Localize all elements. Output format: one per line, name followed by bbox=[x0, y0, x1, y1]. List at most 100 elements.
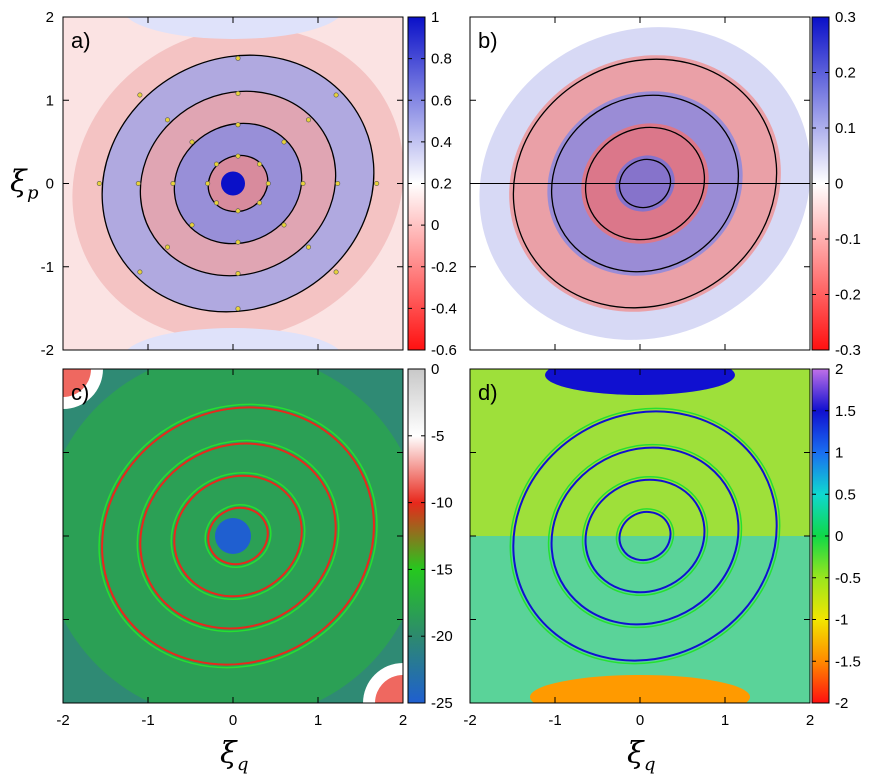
y-tick-label: 1 bbox=[46, 92, 54, 109]
panel-b: b) 0.3 0.2 0.1 0 -0.1 -0.2 -0.3 bbox=[469, 9, 861, 359]
zero-marker bbox=[165, 117, 171, 123]
zero-marker bbox=[235, 239, 241, 245]
zero-marker bbox=[214, 200, 220, 206]
x-axis-label: ξ bbox=[220, 736, 238, 771]
zero-ring-halo bbox=[509, 407, 781, 665]
central-peak bbox=[215, 518, 251, 554]
x-axis-label: ξ bbox=[627, 736, 645, 771]
zero-marker bbox=[189, 139, 195, 145]
x-axis-label-sub: q bbox=[644, 754, 656, 775]
zero-marker bbox=[170, 181, 176, 187]
zero-marker bbox=[235, 153, 241, 159]
colorbar-tick-label: -20 bbox=[431, 628, 453, 645]
plot-area-a bbox=[63, 17, 403, 350]
central-peak bbox=[221, 171, 245, 196]
x-tick-label: -2 bbox=[463, 712, 476, 729]
contour-line bbox=[139, 90, 337, 277]
colorbar-tick-label: 1 bbox=[431, 9, 439, 26]
zero-marker bbox=[281, 222, 287, 228]
zero-marker bbox=[189, 222, 195, 228]
colorbar-tick-label: 2 bbox=[835, 361, 843, 378]
corner-lobe bbox=[63, 369, 91, 397]
x-tick-label: 0 bbox=[229, 712, 237, 729]
zero-ring-halo bbox=[136, 439, 340, 633]
zero-marker bbox=[165, 244, 171, 250]
zero-marker bbox=[96, 181, 102, 187]
colorbar-tick-label: -0.6 bbox=[431, 342, 457, 359]
zero-ring bbox=[618, 510, 672, 562]
zero-marker bbox=[374, 181, 380, 187]
zero-ring bbox=[207, 506, 269, 566]
panel-label: d) bbox=[478, 380, 498, 405]
zero-ring bbox=[173, 474, 303, 598]
contour-line bbox=[550, 94, 740, 273]
colorbar-tick-label: -25 bbox=[431, 695, 453, 712]
edge-lobe bbox=[126, 328, 340, 350]
zero-marker bbox=[214, 161, 220, 167]
zero-marker bbox=[281, 139, 287, 145]
colorbar-tick-label: 0 bbox=[431, 361, 439, 378]
y-tick-label: 0 bbox=[46, 176, 54, 193]
contour-line bbox=[207, 154, 269, 213]
colorbar-tick-label: 0.3 bbox=[835, 9, 856, 26]
panel-a: -2 -1 0 1 2 a) ξ p 1 0.8 0.6 0.4 0.2 0 -0.2 -0.4 -0.6 bbox=[10, 9, 457, 359]
panel-c: -2 -1 0 1 2c)ξ q0-5-10-15-20-25 bbox=[56, 361, 453, 775]
x-tick-label: 2 bbox=[399, 712, 407, 729]
colorbar-tick-label: 0.6 bbox=[431, 92, 452, 109]
y-axis-label-sub: p bbox=[27, 183, 39, 204]
zero-ring-halo bbox=[615, 508, 675, 564]
contour-line bbox=[512, 58, 778, 309]
zero-marker bbox=[137, 269, 143, 275]
colorbar-tick-label: 0.2 bbox=[431, 176, 452, 193]
colorbar-tick-label: 1 bbox=[835, 445, 843, 462]
plot-area-b bbox=[470, 17, 810, 350]
zero-marker bbox=[135, 181, 141, 187]
edge-lobe bbox=[530, 675, 750, 703]
zero-ring bbox=[101, 406, 375, 666]
colorbar-c bbox=[407, 368, 426, 704]
panel-label: c) bbox=[71, 380, 89, 405]
zero-ring-halo bbox=[581, 475, 709, 597]
colorbar-tick-label: -0.4 bbox=[431, 300, 457, 317]
x-tick-label: -2 bbox=[56, 712, 69, 729]
zero-marker bbox=[335, 181, 341, 187]
zero-ring bbox=[584, 478, 706, 594]
colorbar-tick-label: -0.2 bbox=[431, 259, 457, 276]
colorbar-tick-label: -15 bbox=[431, 561, 453, 578]
y-tick-label: -1 bbox=[41, 259, 54, 276]
zero-marker bbox=[300, 181, 306, 187]
plot-area-d bbox=[470, 369, 810, 703]
colorbar-tick-label: 0.8 bbox=[431, 51, 452, 68]
panel-d: -2 -1 0 1 2 d) ξ q 2 1.5 1 0.5 0 -0.5 -1 -1.5 -2 bbox=[463, 361, 861, 775]
zero-marker bbox=[256, 200, 262, 206]
zero-marker bbox=[235, 91, 241, 97]
zero-ring-halo bbox=[170, 471, 306, 601]
zero-ring-halo bbox=[204, 504, 272, 568]
zero-marker bbox=[333, 269, 339, 275]
zero-ring bbox=[550, 446, 740, 626]
zero-marker bbox=[137, 92, 143, 98]
zero-ring bbox=[512, 410, 778, 662]
zero-ring-halo bbox=[547, 443, 743, 629]
edge-lobe bbox=[126, 17, 340, 39]
plot-area-c bbox=[63, 369, 403, 703]
contour-line bbox=[173, 122, 303, 245]
y-tick-label: -2 bbox=[41, 342, 54, 359]
colorbar-tick-label: -10 bbox=[431, 495, 453, 512]
zero-marker bbox=[235, 55, 241, 61]
panel-label: a) bbox=[71, 28, 91, 53]
x-tick-label: -1 bbox=[141, 712, 154, 729]
y-axis-label: ξ bbox=[10, 165, 28, 200]
zero-marker bbox=[235, 122, 241, 128]
zero-marker bbox=[205, 181, 211, 187]
colorbar-tick-label: -0.2 bbox=[835, 287, 861, 304]
colorbar-tick-label: -2 bbox=[835, 695, 848, 712]
panel-label: b) bbox=[478, 28, 498, 53]
x-tick-label: 1 bbox=[314, 712, 322, 729]
zero-marker bbox=[235, 208, 241, 214]
x-tick-label: 0 bbox=[636, 712, 644, 729]
x-tick-label: 2 bbox=[806, 712, 814, 729]
colorbar-tick-label: -1.5 bbox=[835, 653, 861, 670]
x-tick-label: 1 bbox=[721, 712, 729, 729]
